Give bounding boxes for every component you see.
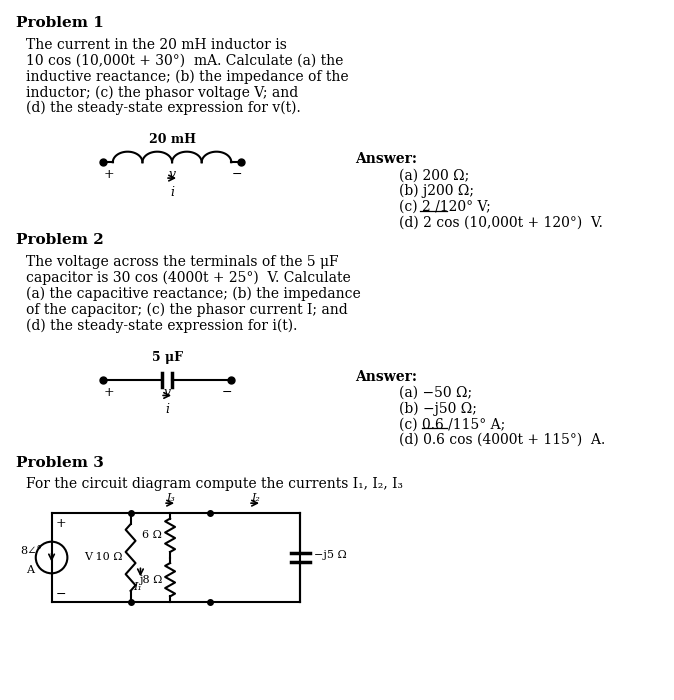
Text: inductor; (c) the phasor voltage V; and: inductor; (c) the phasor voltage V; and: [26, 85, 298, 99]
Text: I₂: I₂: [251, 494, 260, 503]
Text: 8∠°: 8∠°: [20, 545, 42, 556]
Text: (a) 200 Ω;: (a) 200 Ω;: [399, 168, 470, 182]
Text: v: v: [163, 386, 171, 398]
Text: capacitor is 30 cos (4000t + 25°)  V. Calculate: capacitor is 30 cos (4000t + 25°) V. Cal…: [26, 271, 350, 286]
Text: V 10 Ω: V 10 Ω: [84, 552, 123, 563]
Text: −j5 Ω: −j5 Ω: [314, 550, 347, 559]
Text: I₃: I₃: [166, 494, 175, 503]
Text: (d) 0.6 cos (4000t + 115°)  A.: (d) 0.6 cos (4000t + 115°) A.: [399, 433, 605, 447]
Text: (c) 2 /120° V;: (c) 2 /120° V;: [399, 199, 491, 213]
Text: v: v: [168, 168, 175, 181]
Text: +: +: [104, 168, 115, 181]
Text: Problem 3: Problem 3: [16, 456, 104, 470]
Text: 20 mH: 20 mH: [148, 134, 195, 146]
Text: (d) the steady-state expression for v(t).: (d) the steady-state expression for v(t)…: [26, 101, 301, 116]
Text: (a) the capacitive reactance; (b) the impedance: (a) the capacitive reactance; (b) the im…: [26, 287, 361, 301]
Text: (b) −j50 Ω;: (b) −j50 Ω;: [399, 401, 477, 416]
Text: Answer:: Answer:: [355, 370, 417, 384]
Text: (b) j200 Ω;: (b) j200 Ω;: [399, 184, 474, 198]
Text: i: i: [165, 403, 169, 416]
Text: I₁: I₁: [133, 582, 142, 592]
Text: (d) 2 cos (10,000t + 120°)  V.: (d) 2 cos (10,000t + 120°) V.: [399, 216, 603, 230]
Text: Problem 1: Problem 1: [16, 16, 104, 30]
Text: −: −: [55, 588, 66, 601]
Text: Answer:: Answer:: [355, 153, 417, 167]
Text: 10 cos (10,000t + 30°)  mA. Calculate (a) the: 10 cos (10,000t + 30°) mA. Calculate (a)…: [26, 54, 343, 68]
Text: 5 μF: 5 μF: [152, 351, 183, 364]
Text: i: i: [170, 186, 174, 199]
Text: +: +: [55, 517, 66, 530]
Text: 6 Ω: 6 Ω: [142, 531, 162, 540]
Text: (c) 0.6 /115° A;: (c) 0.6 /115° A;: [399, 417, 506, 431]
Text: The voltage across the terminals of the 5 μF: The voltage across the terminals of the …: [26, 255, 338, 269]
Text: A: A: [26, 566, 34, 575]
Text: (d) the steady-state expression for i(t).: (d) the steady-state expression for i(t)…: [26, 318, 297, 332]
Text: −: −: [222, 386, 232, 398]
Text: For the circuit diagram compute the currents I₁, I₂, I₃: For the circuit diagram compute the curr…: [26, 477, 403, 491]
Text: inductive reactance; (b) the impedance of the: inductive reactance; (b) the impedance o…: [26, 69, 348, 84]
Text: of the capacitor; (c) the phasor current I; and: of the capacitor; (c) the phasor current…: [26, 302, 348, 317]
Text: +: +: [104, 386, 115, 398]
Text: j8 Ω: j8 Ω: [139, 575, 162, 584]
Text: The current in the 20 mH inductor is: The current in the 20 mH inductor is: [26, 38, 286, 52]
Text: −: −: [231, 168, 242, 181]
Text: Problem 2: Problem 2: [16, 233, 104, 247]
Text: (a) −50 Ω;: (a) −50 Ω;: [399, 386, 472, 400]
